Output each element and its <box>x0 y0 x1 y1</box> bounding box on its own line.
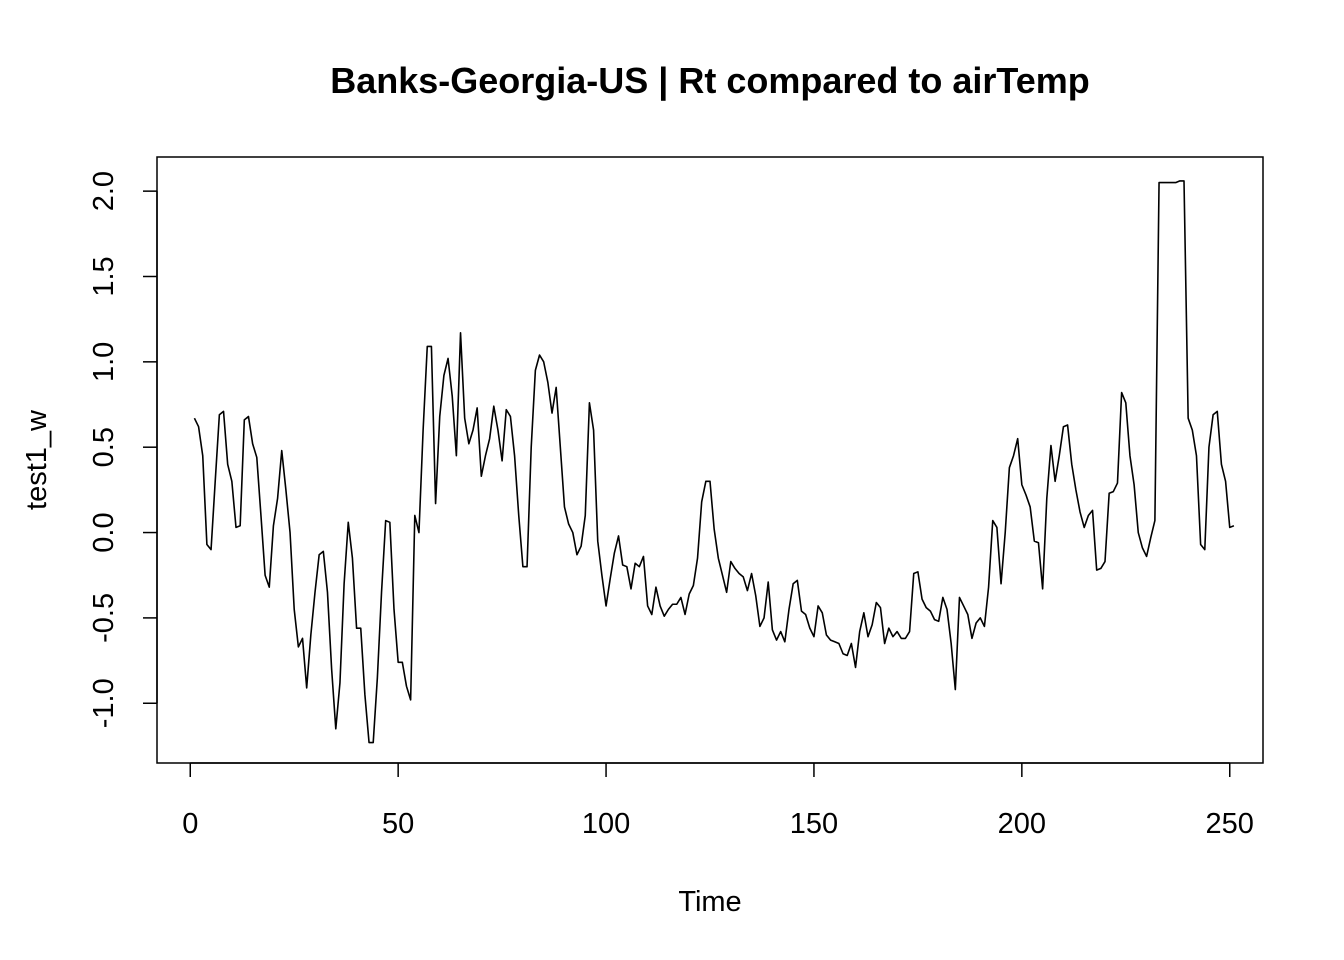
y-axis-label: test1_w <box>21 409 53 510</box>
series-line-0 <box>193 180 1235 744</box>
x-tick-label: 250 <box>1206 808 1254 840</box>
y-tick-label: 0.5 <box>88 427 120 467</box>
y-tick-label: 0.0 <box>88 512 120 552</box>
x-tick-label: 200 <box>998 808 1046 840</box>
x-tick-label: 0 <box>182 808 198 840</box>
x-axis-label: Time <box>678 886 741 918</box>
series-layer <box>193 180 1235 744</box>
x-tick-label: 50 <box>382 808 414 840</box>
x-axis: 0 50 100 150 200 250 <box>182 762 1254 840</box>
x-tick-label: 100 <box>582 808 630 840</box>
plot-area-frame <box>156 156 1264 764</box>
y-tick-label: 1.5 <box>88 256 120 296</box>
y-axis: -1.0 -0.5 0.0 0.5 1.0 1.5 2.0 <box>88 171 158 728</box>
y-tick-label: 1.0 <box>88 342 120 382</box>
y-tick-label: -0.5 <box>88 593 120 643</box>
y-tick-label: -1.0 <box>88 678 120 728</box>
y-tick-label: 2.0 <box>88 171 120 211</box>
chart-title: Banks-Georgia-US | Rt compared to airTem… <box>330 60 1090 102</box>
x-tick-label: 150 <box>790 808 838 840</box>
